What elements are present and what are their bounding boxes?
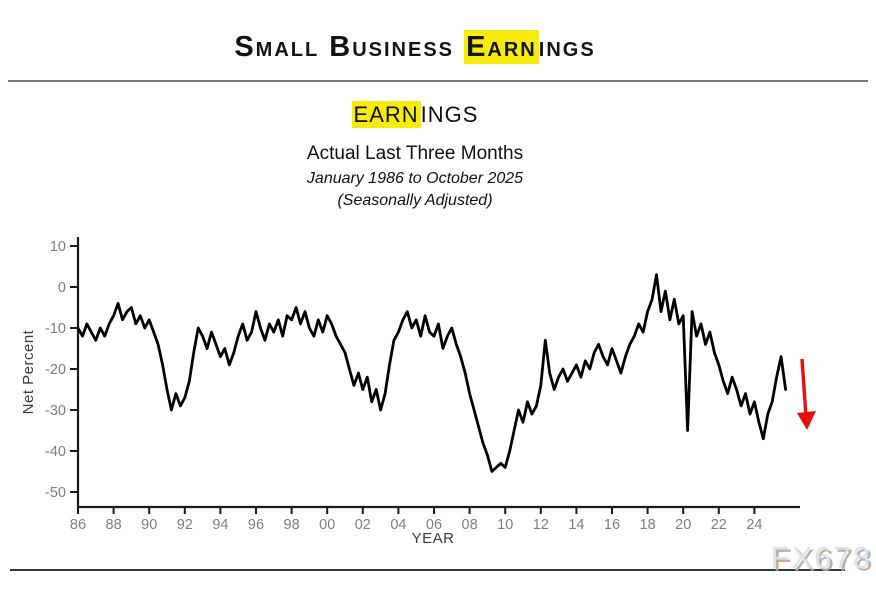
- x-tick-label: 94: [212, 517, 228, 533]
- decline-arrow-head: [797, 411, 816, 430]
- x-tick-label: 24: [746, 517, 762, 533]
- x-tick-label: 08: [462, 517, 478, 533]
- x-tick-label: 12: [533, 517, 549, 533]
- y-tick-label: -40: [45, 444, 66, 460]
- x-tick-label: 16: [604, 517, 620, 533]
- x-tick-label: 86: [70, 517, 86, 533]
- x-tick-label: 00: [319, 517, 335, 533]
- watermark-fx678: FX678: [770, 540, 872, 575]
- decline-arrow: [797, 358, 816, 430]
- x-tick-label: 96: [248, 517, 264, 533]
- header-divider: [8, 80, 868, 82]
- y-tick-label: -10: [45, 321, 66, 337]
- chart-subtitle: Actual Last Three Months: [306, 143, 524, 164]
- earnings-line: [76, 273, 787, 473]
- x-tick-label: 02: [355, 517, 371, 533]
- y-tick-label: 0: [58, 280, 66, 296]
- chart-period: January 1986 to October 2025: [306, 170, 524, 187]
- chart-heading-post: INGS: [420, 102, 479, 127]
- y-axis-ticks: 10 0 -10 -20 -30 -40 -50: [45, 239, 77, 501]
- x-tick-label: 06: [426, 517, 442, 533]
- x-tick-label: 92: [177, 517, 193, 533]
- x-tick-label: 22: [711, 517, 727, 533]
- x-tick-label: 88: [106, 517, 122, 533]
- x-axis-title: YEAR: [412, 530, 455, 547]
- x-tick-label: 90: [141, 517, 157, 533]
- x-tick-label: 18: [640, 517, 656, 533]
- y-tick-label: -50: [45, 485, 66, 501]
- x-tick-label: 14: [568, 517, 584, 533]
- x-tick-label: 10: [497, 517, 513, 533]
- title-pre: Small Business: [234, 31, 465, 63]
- x-tick-label: 04: [390, 517, 406, 533]
- y-tick-label: -20: [45, 362, 66, 378]
- y-axis-title: Net Percent: [20, 329, 37, 414]
- page-title: Small Business Earnings: [0, 30, 830, 64]
- title-post: ings: [538, 31, 596, 63]
- title-highlight: Earn: [464, 30, 539, 64]
- x-tick-label: 20: [675, 517, 691, 533]
- y-tick-label: 10: [50, 239, 66, 255]
- decline-arrow-shaft: [800, 358, 808, 417]
- y-tick-label: -30: [45, 403, 66, 419]
- x-axis-ticks: 86 88 90 92 94 96 98 00 02 04 06 08 10 12 14 16 18 20 22 24: [70, 508, 762, 533]
- chart-heading: EARNINGS: [0, 101, 830, 128]
- x-tick-label: 98: [284, 517, 300, 533]
- chart-heading-highlight: EARN: [351, 101, 421, 128]
- chart-note: (Seasonally Adjusted): [337, 192, 493, 209]
